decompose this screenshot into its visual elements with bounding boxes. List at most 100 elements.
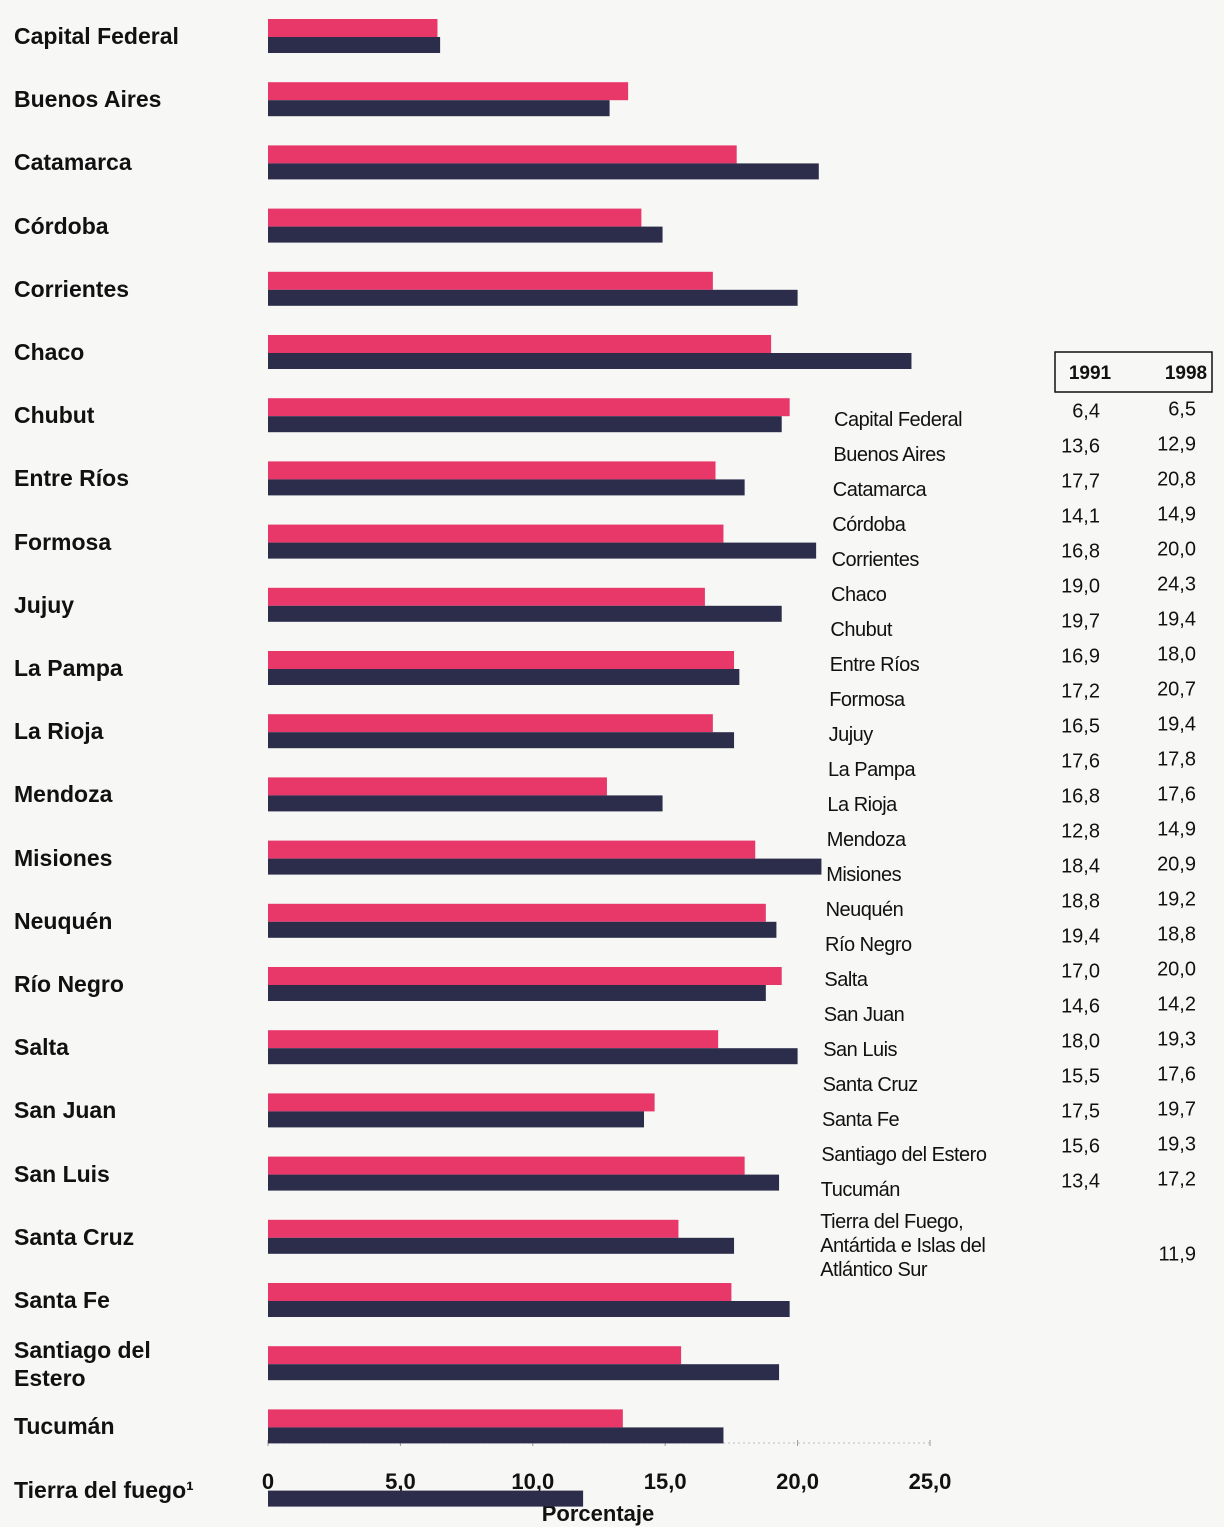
bar	[268, 163, 819, 180]
legend-entry: 1998	[1165, 363, 1207, 384]
bar	[268, 840, 756, 859]
bar	[268, 1030, 719, 1049]
bar	[268, 524, 724, 543]
value-label: 20,0	[1157, 958, 1196, 980]
value-label: 17,2	[1061, 680, 1100, 702]
bar	[268, 100, 610, 117]
bar	[268, 587, 705, 606]
value-label: 17,6	[1061, 750, 1100, 772]
category-label: Chubut	[14, 402, 95, 429]
value-label: 17,0	[1061, 960, 1100, 982]
category-label: Santiago del Estero	[14, 1337, 151, 1392]
bar	[268, 82, 629, 101]
bar	[268, 335, 772, 353]
table-row-label: Tucumán	[820, 1179, 901, 1201]
category-label: Córdoba	[14, 212, 109, 239]
value-label: 17,2	[1157, 1168, 1196, 1190]
bar	[268, 651, 735, 669]
table-row-label: Santiago del Estero	[821, 1144, 987, 1166]
value-label: 12,9	[1157, 433, 1196, 455]
table-row-label: Catamarca	[832, 479, 927, 501]
bar	[268, 289, 798, 306]
bar	[268, 605, 782, 622]
table-row-label: Entre Ríos	[829, 654, 920, 676]
value-label: 19,7	[1061, 610, 1100, 632]
category-label: Santa Fe	[14, 1287, 110, 1313]
bar	[268, 1219, 679, 1238]
bar	[268, 416, 782, 433]
value-label: 16,8	[1061, 785, 1100, 807]
table-row-label: Río Negro	[825, 934, 912, 956]
value-label: 19,3	[1157, 1133, 1196, 1155]
x-tick-label: 5,0	[385, 1469, 416, 1494]
value-label: 17,6	[1157, 1063, 1196, 1085]
value-label: 19,7	[1157, 1098, 1196, 1120]
bar	[268, 398, 790, 417]
category-label: San Luis	[14, 1160, 110, 1187]
bar	[268, 1174, 780, 1191]
x-tick-label: 20,0	[776, 1469, 819, 1494]
category-label: Corrientes	[14, 275, 130, 302]
table-row-label: Córdoba	[832, 514, 906, 536]
value-label: 19,4	[1157, 713, 1196, 735]
bar	[268, 37, 441, 53]
value-label: 19,0	[1061, 575, 1100, 597]
bar	[268, 1237, 735, 1254]
x-tick-label: 15,0	[644, 1469, 687, 1494]
category-label: Formosa	[14, 528, 112, 555]
value-label: 19,4	[1061, 925, 1100, 947]
bar	[268, 145, 737, 164]
value-label: 20,7	[1157, 678, 1196, 700]
table-row-label: Mendoza	[826, 829, 906, 851]
table-row-label: Santa Fe	[822, 1109, 900, 1131]
value-label: 20,8	[1157, 468, 1196, 490]
value-label: 19,4	[1157, 608, 1196, 630]
table-row-label: Buenos Aires	[833, 444, 946, 466]
category-label: Chaco	[14, 339, 85, 365]
bar	[268, 903, 766, 922]
value-label: 20,9	[1157, 853, 1196, 875]
value-label: 19,2	[1157, 888, 1196, 910]
category-label: La Pampa	[14, 655, 123, 681]
category-label: Tucumán	[14, 1413, 115, 1440]
bar	[268, 542, 817, 559]
x-tick-label: 10,0	[511, 1469, 554, 1494]
value-label: 18,8	[1157, 923, 1196, 945]
table-header-box	[1054, 351, 1213, 393]
bar	[268, 777, 607, 796]
category-label: Jujuy	[14, 591, 75, 618]
category-label: Río Negro	[14, 971, 124, 997]
category-label: San Juan	[14, 1097, 117, 1124]
bar	[268, 858, 822, 875]
category-label: Tierra del fuego¹	[14, 1476, 194, 1503]
table-row-label: Misiones	[826, 864, 902, 886]
value-label: 11,9	[1159, 1243, 1196, 1265]
bar	[268, 669, 740, 685]
category-label: Buenos Aires	[14, 86, 162, 113]
bar	[268, 732, 735, 749]
value-label: 18,0	[1061, 1030, 1100, 1052]
value-label: 24,3	[1157, 573, 1196, 595]
value-label: 6,5	[1168, 398, 1196, 420]
category-label: Mendoza	[14, 781, 113, 808]
value-label: 14,2	[1157, 993, 1196, 1015]
bar	[268, 1283, 732, 1301]
bar	[268, 714, 713, 733]
bar	[268, 19, 438, 37]
bar	[268, 353, 912, 369]
value-label: 13,6	[1061, 435, 1100, 457]
bar	[268, 1427, 724, 1444]
value-label: 15,6	[1061, 1135, 1100, 1157]
table-row-label: San Juan	[823, 1004, 905, 1026]
table-row-label: Formosa	[829, 689, 905, 711]
value-label: 14,9	[1157, 503, 1196, 525]
table-row-label: La Rioja	[827, 794, 897, 816]
value-label: 13,4	[1061, 1170, 1100, 1192]
value-label: 6,4	[1072, 400, 1100, 422]
bar	[268, 1111, 645, 1128]
value-label: 16,8	[1061, 540, 1100, 562]
bar	[268, 1364, 780, 1381]
value-label: 17,5	[1061, 1100, 1100, 1122]
